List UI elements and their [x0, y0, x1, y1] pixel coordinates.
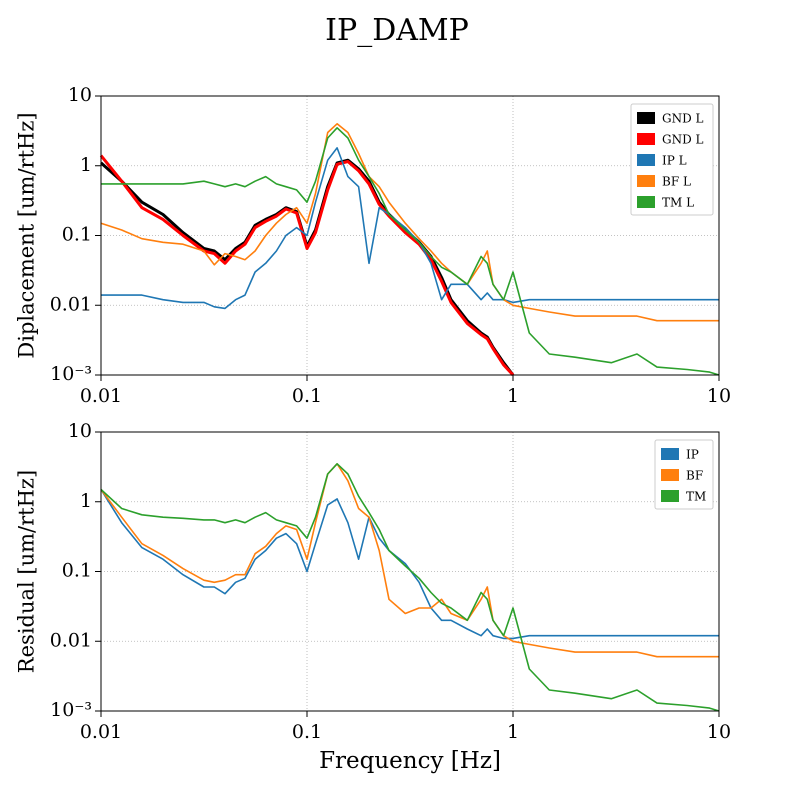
legend-swatch	[637, 133, 655, 145]
y-tick-label: 0.01	[50, 629, 92, 651]
plot-frame	[100, 95, 720, 376]
legend-label: GND L	[662, 112, 704, 126]
legend-label: BF L	[662, 175, 691, 189]
legend-swatch	[661, 490, 679, 502]
legend-swatch	[637, 112, 655, 124]
y-tick-label: 10	[68, 84, 92, 106]
series-line	[100, 489, 719, 640]
legend-label: TM L	[662, 196, 694, 210]
chart-title: IP_DAMP	[325, 13, 469, 48]
x-tick-label: 1	[507, 385, 519, 407]
y-tick-label: 1	[80, 154, 92, 176]
y-tick-label: 0.1	[62, 560, 92, 582]
series-line	[99, 154, 515, 377]
x-tick-label: 0.01	[80, 385, 122, 407]
series-line	[100, 463, 719, 658]
legend-label: BF	[686, 469, 703, 483]
series-line	[101, 147, 719, 310]
plot-frame	[100, 431, 720, 712]
legend-label: IP	[686, 448, 699, 462]
y-tick-label: 10	[68, 420, 92, 442]
legend-label: IP L	[662, 154, 687, 168]
legend-swatch	[661, 448, 679, 460]
legend-swatch	[637, 154, 655, 166]
y-axis-label: Diplacement [um/rtHz]	[15, 112, 39, 358]
x-tick-label: 1	[507, 721, 519, 743]
legend-label: TM	[686, 490, 706, 504]
x-tick-label: 10	[707, 721, 731, 743]
y-axis-label: Residual [um/rtHz]	[15, 470, 39, 673]
x-axis-label: Frequency [Hz]	[319, 748, 501, 774]
series-line	[100, 463, 720, 712]
legend-swatch	[661, 469, 679, 481]
legend-swatch	[637, 175, 655, 187]
x-tick-label: 0.01	[80, 721, 122, 743]
x-tick-label: 0.1	[292, 385, 322, 407]
legend-swatch	[637, 196, 655, 208]
legend-label: GND L	[662, 133, 704, 147]
series-line	[100, 123, 719, 322]
y-tick-label: 1	[80, 490, 92, 512]
y-tick-label: 10⁻³	[50, 699, 92, 721]
y-tick-label: 0.01	[50, 293, 92, 315]
x-tick-label: 10	[707, 385, 731, 407]
x-tick-label: 0.1	[292, 721, 322, 743]
legend-box	[630, 103, 714, 216]
y-tick-label: 10⁻³	[50, 363, 92, 385]
series-line	[101, 127, 720, 376]
y-tick-label: 0.1	[62, 224, 92, 246]
